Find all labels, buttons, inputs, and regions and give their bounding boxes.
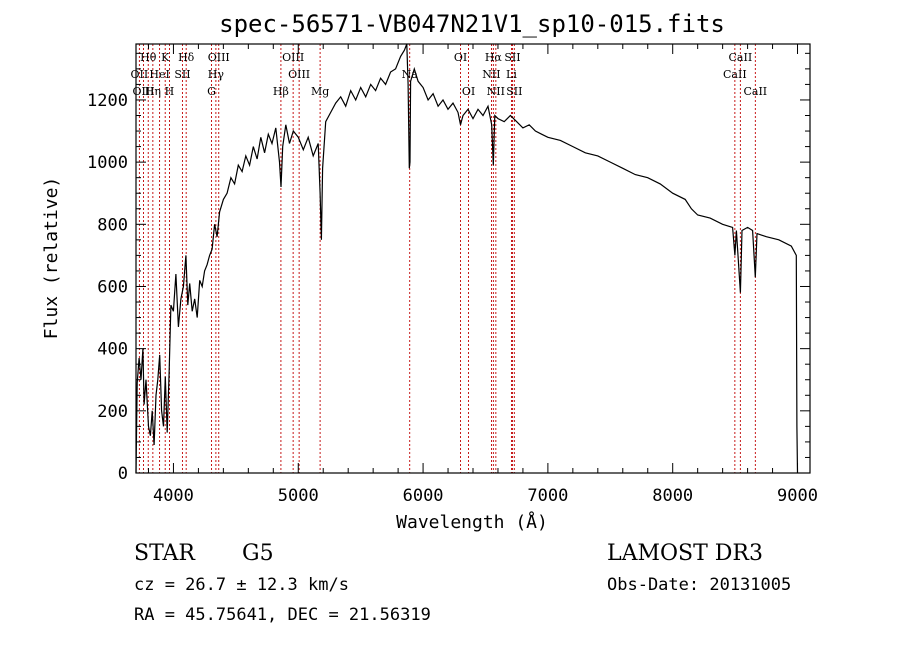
y-tick-label: 800 <box>97 215 128 235</box>
y-axis-label: Flux (relative) <box>41 177 62 340</box>
x-tick-label: 5000 <box>278 486 319 506</box>
subclass: G5 <box>242 541 274 566</box>
x-tick-label: 4000 <box>153 486 194 506</box>
y-axis-ticks: 0 200 400 600 800 1000 1200 <box>87 52 810 484</box>
spectral-line-label: NII <box>487 85 505 98</box>
spectral-line-label: OIII <box>288 68 310 81</box>
spectral-line-label: OII <box>131 68 149 81</box>
spectral-line-label: G <box>207 85 216 98</box>
y-tick-label: 200 <box>97 402 128 422</box>
spectral-line-label: OIII <box>282 51 304 64</box>
spectral-line-label: SII <box>504 51 520 64</box>
spectral-line-label: HeI <box>149 68 169 81</box>
spectral-line-label: Hα <box>485 51 503 64</box>
y-tick-label: 600 <box>97 277 128 297</box>
redshift-label: cz = 26.7 ± 12.3 km/s <box>134 575 349 595</box>
spectral-line-label: OI <box>454 51 467 64</box>
object-class: STAR <box>134 541 196 566</box>
x-axis-label: Wavelength (Å) <box>396 511 548 533</box>
x-tick-label: 8000 <box>652 486 693 506</box>
spectral-line-label: OIII <box>208 51 230 64</box>
spectral-line-label: NII <box>482 68 500 81</box>
plot-frame <box>135 43 811 474</box>
spectrum-line <box>135 43 799 474</box>
spectral-line-label: Li <box>506 68 517 81</box>
y-tick-label: 1000 <box>87 153 128 173</box>
spectral-line-label: CaII <box>743 85 767 98</box>
y-tick-label: 1200 <box>87 91 128 111</box>
x-tick-label: 6000 <box>403 486 444 506</box>
spectral-line-label: K <box>161 51 170 64</box>
spectral-line-label: Hγ <box>208 68 225 81</box>
x-tick-label: 7000 <box>527 486 568 506</box>
spectral-line-label: H <box>165 85 175 98</box>
spectral-line-label: Hη <box>145 85 161 98</box>
spectral-line-label: SII <box>174 68 190 81</box>
spectral-line-label: Mg <box>311 85 329 98</box>
spectral-line-label: SII <box>506 85 522 98</box>
spectral-line-label: CaII <box>723 68 747 81</box>
y-tick-label: 0 <box>118 464 128 484</box>
spectral-line-label: OI <box>462 85 475 98</box>
obs-date-label: Obs-Date: 20131005 <box>607 575 791 595</box>
coordinates-label: RA = 45.75641, DEC = 21.56319 <box>134 605 431 625</box>
spectral-line-label: Hβ <box>273 85 289 98</box>
x-tick-label: 9000 <box>777 486 818 506</box>
spectral-line-label: CaII <box>729 51 753 64</box>
survey-label: LAMOST DR3 <box>607 541 763 566</box>
chart-title: spec-56571-VB047N21V1_sp10-015.fits <box>219 10 725 38</box>
spectral-line-label: Hθ <box>140 51 157 64</box>
x-axis-ticks: 4000 5000 6000 7000 8000 9000 <box>147 44 818 506</box>
y-tick-label: 400 <box>97 340 128 360</box>
spectral-line-label: Hδ <box>178 51 195 64</box>
spectral-line-label: OIII <box>132 85 154 98</box>
